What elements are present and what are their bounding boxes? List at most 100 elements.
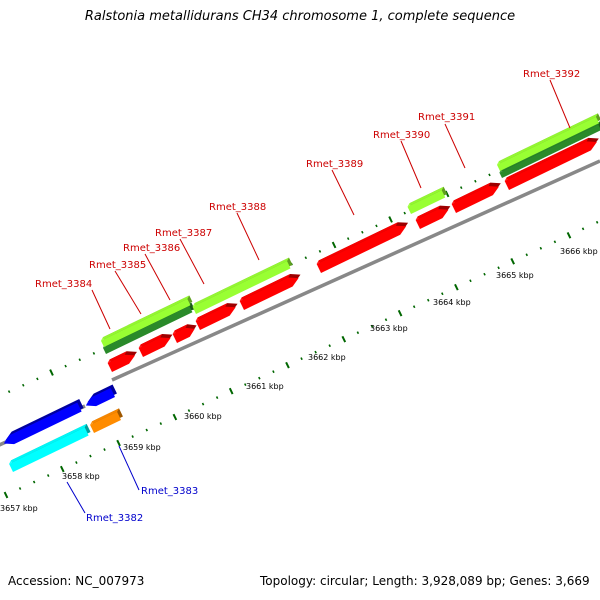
tick-mark <box>510 257 515 265</box>
gene-label-rmet-3388[interactable]: Rmet_3388 <box>209 202 266 213</box>
tick-mark <box>18 487 22 490</box>
tick-mark <box>441 292 444 296</box>
forward-cds-body <box>239 277 299 310</box>
forward-cds-body <box>415 209 449 229</box>
feature-cyan-body <box>9 427 89 472</box>
label-leader-line <box>91 289 111 330</box>
gene-label-rmet-3382[interactable]: Rmet_3382 <box>86 513 143 524</box>
forward-cds-top <box>504 137 589 181</box>
label-leader-line <box>66 481 86 514</box>
feature-light-green-body <box>496 116 600 171</box>
accession-text: Accession: NC_007973 <box>8 574 145 588</box>
forward-cds <box>451 182 501 213</box>
features <box>3 113 600 472</box>
label-leader-line <box>549 79 571 129</box>
feature-light-green <box>100 295 193 347</box>
label-leader-line <box>114 270 142 315</box>
gene-label-rmet-3389[interactable]: Rmet_3389 <box>306 159 363 170</box>
tick-mark <box>7 390 11 394</box>
forward-cds-body <box>107 354 136 372</box>
tick-mark <box>474 179 477 183</box>
gene-label-rmet-3390[interactable]: Rmet_3390 <box>373 130 430 141</box>
scale-label: 3666 kbp <box>560 247 598 256</box>
tick-mark <box>566 231 572 239</box>
tick-mark <box>215 396 219 400</box>
feature-cyan <box>9 423 91 472</box>
tick-mark <box>201 402 205 406</box>
tick-mark <box>370 324 374 328</box>
tick-mark <box>314 350 317 354</box>
tick-mark <box>159 422 163 426</box>
feature-orange <box>90 408 123 433</box>
feature-light-green-top <box>192 257 289 307</box>
tick-mark <box>75 461 78 464</box>
forward-cds-body <box>316 225 407 273</box>
tick-mark <box>22 383 25 387</box>
reverse-cds-top <box>3 431 12 444</box>
tick-mark <box>64 364 67 368</box>
forward-cds-top <box>316 222 398 264</box>
feature-orange-body <box>90 411 122 433</box>
forward-cds <box>316 222 409 273</box>
reverse-cds <box>3 398 84 445</box>
gene-label-rmet-3392[interactable]: Rmet_3392 <box>523 69 580 80</box>
tick-mark <box>228 387 234 395</box>
gene-label-rmet-3391[interactable]: Rmet_3391 <box>418 112 475 123</box>
feature-orange-top <box>90 408 120 425</box>
scale-label: 3661 kbp <box>246 382 284 391</box>
tick-mark <box>412 305 416 309</box>
forward-cds <box>415 205 451 229</box>
tick-mark <box>116 439 121 447</box>
scale-label: 3662 kbp <box>308 353 346 362</box>
forward-cds <box>195 303 238 330</box>
gene-label-rmet-3385[interactable]: Rmet_3385 <box>89 260 146 271</box>
tick-mark <box>78 358 82 362</box>
gene-label-rmet-3383[interactable]: Rmet_3383 <box>141 486 198 497</box>
tick-mark <box>361 230 364 234</box>
genome-summary: Topology: circular; Length: 3,928,089 bp… <box>260 574 590 588</box>
feature-light-green-top <box>407 186 444 207</box>
forward-cds <box>107 351 137 372</box>
tick-mark <box>49 369 54 376</box>
forward-cds-top <box>239 274 291 301</box>
tick-mark <box>172 413 178 421</box>
feature-light-green-body <box>192 261 291 314</box>
tick-mark <box>258 376 261 380</box>
label-leader-line <box>118 445 140 491</box>
forward-cds-top <box>107 351 127 363</box>
forward-cds-top <box>415 205 441 220</box>
tick-mark <box>595 220 599 224</box>
feature-cyan-top <box>9 423 87 464</box>
tick-mark <box>427 298 430 302</box>
gene-label-rmet-3387[interactable]: Rmet_3387 <box>155 228 212 239</box>
feature-dark-green-body <box>499 124 600 178</box>
tick-mark <box>60 465 65 473</box>
label-leader-line <box>331 169 355 216</box>
tick-mark <box>356 331 360 335</box>
gene-label-rmet-3384[interactable]: Rmet_3384 <box>35 279 92 290</box>
map-title: Ralstonia metallidurans CH34 chromosome … <box>84 9 516 24</box>
feature-light-green-top <box>496 113 598 165</box>
forward-cds <box>239 274 301 310</box>
tick-mark <box>497 266 500 270</box>
tick-mark <box>397 309 403 317</box>
tick-mark <box>375 224 378 228</box>
gene-label-rmet-3386[interactable]: Rmet_3386 <box>123 243 180 254</box>
tick-mark <box>539 246 543 250</box>
forward-cds-body <box>504 141 597 190</box>
tick-mark <box>459 186 463 190</box>
tick-mark <box>272 370 275 374</box>
forward-cds-body <box>451 186 499 213</box>
tick-mark <box>488 173 491 177</box>
tick-mark <box>285 361 290 369</box>
feature-light-green <box>496 113 600 171</box>
forward-cds-body <box>138 337 171 357</box>
feature-light-green-top <box>100 295 190 341</box>
tick-mark <box>36 377 39 381</box>
forward-cds <box>138 334 173 357</box>
tick-mark <box>145 428 148 432</box>
label-leaders <box>66 79 571 514</box>
scale-label: 3658 kbp <box>62 472 100 481</box>
label-leader-line <box>444 123 466 169</box>
forward-cds <box>172 324 197 343</box>
